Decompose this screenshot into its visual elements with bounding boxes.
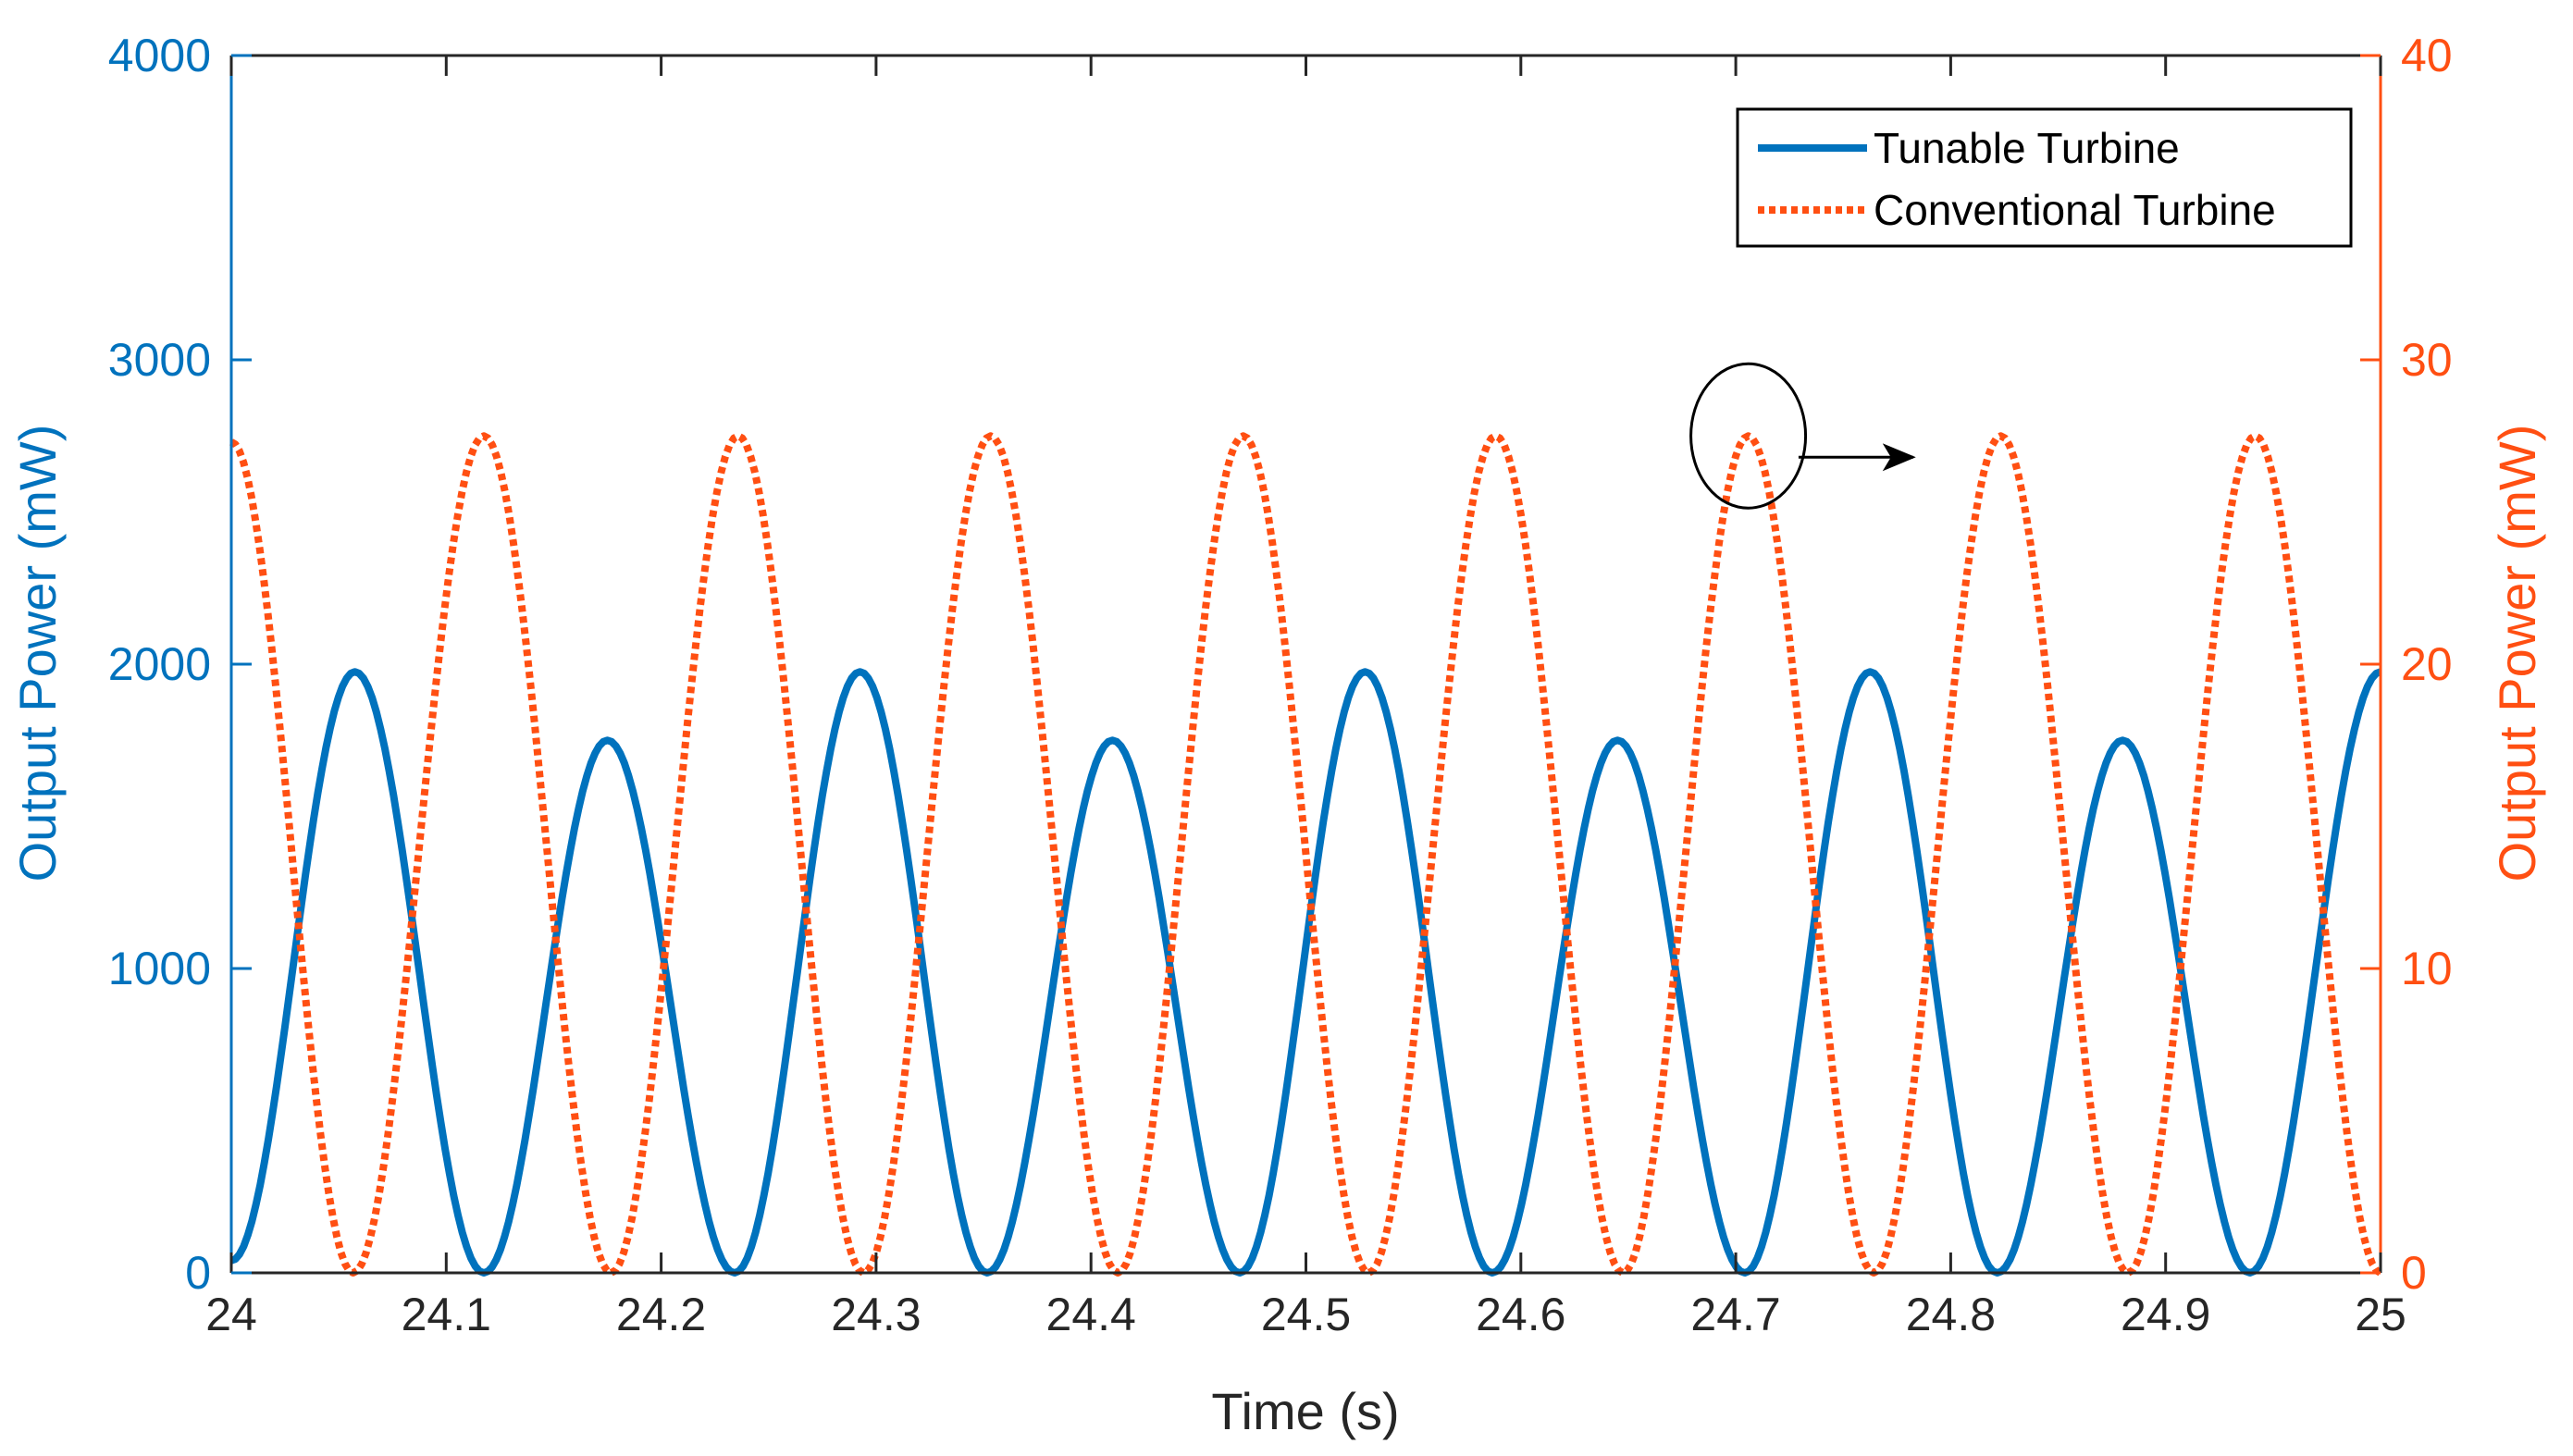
series-layer <box>229 432 2382 1277</box>
x-tick-label: 24.1 <box>402 1289 491 1340</box>
series-line-tunable-turbine <box>229 668 2382 1277</box>
legend: Tunable Turbine Conventional Turbine <box>1736 107 2353 248</box>
y-right-tick-label: 30 <box>2401 334 2453 386</box>
x-tick-label: 24 <box>205 1289 257 1340</box>
series-line-conventional-turbine <box>229 432 2382 1277</box>
legend-label-conventional: Conventional Turbine <box>1874 186 2276 234</box>
y-right-tick-label: 10 <box>2401 943 2453 994</box>
plot-area <box>231 56 2381 1273</box>
x-tick-label: 24.7 <box>1690 1289 1780 1340</box>
y-left-tick-label: 0 <box>185 1247 211 1299</box>
x-tick-label: 24.5 <box>1261 1289 1351 1340</box>
x-tick-label: 24.3 <box>831 1289 921 1340</box>
axes-layer: 24 24.1 24.2 24.3 24.4 24.5 24.6 24.7 24.8 24.9 25… <box>108 30 2453 1340</box>
x-tick-label: 24.6 <box>1476 1289 1565 1340</box>
y-left-tick-label: 4000 <box>108 30 211 81</box>
y-left-tick-label: 3000 <box>108 334 211 386</box>
y-left-tick-label: 2000 <box>108 638 211 690</box>
y-axis-left-title: Output Power (mW) <box>8 425 67 882</box>
x-axis-title: Time (s) <box>1211 1382 1399 1440</box>
x-tick-label: 24.2 <box>616 1289 706 1340</box>
x-tick-label: 25 <box>2355 1289 2406 1340</box>
annotation-ellipse <box>1689 362 1808 510</box>
legend-label-tunable: Tunable Turbine <box>1874 124 2180 172</box>
y-right-tick-label: 40 <box>2401 30 2453 81</box>
y-axis-right-title: Output Power (mW) <box>2488 425 2546 882</box>
x-tick-label: 24.8 <box>1906 1289 1996 1340</box>
x-tick-label: 24.4 <box>1046 1289 1136 1340</box>
y-left-tick-label: 1000 <box>108 943 211 994</box>
y-right-tick-label: 0 <box>2401 1247 2427 1299</box>
legend-box <box>1736 107 2353 248</box>
annotation-layer <box>1689 362 1916 510</box>
plot-frame <box>231 56 2381 1273</box>
y-right-tick-label: 20 <box>2401 638 2453 690</box>
x-tick-label: 24.9 <box>2121 1289 2210 1340</box>
